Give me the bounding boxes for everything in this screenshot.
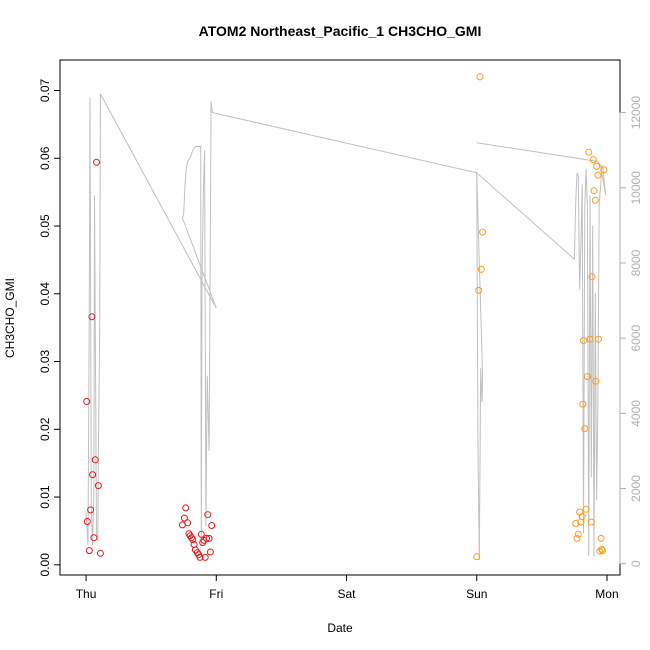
data-point (206, 548, 214, 556)
data-point (88, 313, 96, 321)
y-right-tick-label: 12000 (629, 96, 643, 130)
y-right-tick-label: 0 (629, 560, 643, 567)
data-point (189, 536, 197, 544)
data-point (201, 553, 209, 561)
data-point (589, 156, 597, 164)
data-point (579, 400, 587, 408)
data-point (203, 534, 210, 542)
data-point (85, 547, 93, 555)
data-point (574, 530, 582, 538)
data-point (598, 547, 606, 555)
data-point (580, 337, 587, 344)
data-point (590, 187, 598, 195)
y-right-tick-label: 4000 (629, 400, 643, 427)
data-point (582, 505, 590, 513)
y-tick-label: 0.05 (38, 214, 52, 238)
data-point (208, 522, 216, 529)
data-point (89, 471, 97, 479)
data-point (593, 162, 601, 170)
data-point (595, 335, 602, 343)
y-right-tick-label: 10000 (629, 171, 643, 205)
y-axis-label: CH3CHO_GMI (3, 278, 17, 358)
y-tick-label: 0.03 (38, 349, 52, 373)
data-point (204, 511, 212, 519)
data-point (592, 377, 600, 385)
x-tick-label: Fri (209, 587, 223, 601)
x-axis-label: Date (327, 621, 353, 635)
x-tick-label: Sun (466, 587, 487, 601)
data-point (475, 286, 483, 294)
data-point (94, 482, 102, 490)
data-point (479, 228, 487, 236)
data-point (96, 549, 104, 557)
chart-title: ATOM2 Northeast_Pacific_1 CH3CHO_GMI (199, 23, 482, 39)
axes-layer: Thu Fri Sat Sun Mon 0.00 0.01 0.02 0.03 0.04 0.05 0… (38, 78, 643, 601)
x-tick-label: Sat (338, 587, 357, 601)
data-point (573, 534, 581, 542)
y-right-tick-label: 2000 (629, 475, 643, 502)
y-tick-label: 0.00 (38, 553, 52, 577)
y-right-tick-label: 8000 (629, 249, 643, 276)
y-tick-label: 0.01 (38, 485, 52, 509)
data-point (581, 425, 589, 433)
y-right-tick-label: 6000 (629, 325, 643, 352)
data-point (476, 73, 484, 81)
y-tick-label: 0.04 (38, 282, 52, 306)
data-point (583, 373, 591, 380)
data-point (578, 513, 586, 521)
y-tick-label: 0.07 (38, 78, 52, 102)
data-point (594, 171, 602, 179)
data-point (180, 514, 188, 522)
data-point (83, 518, 91, 525)
y-tick-label: 0.06 (38, 146, 52, 170)
y-tick-label: 0.02 (38, 417, 52, 441)
data-point (473, 553, 481, 561)
data-point (587, 518, 595, 526)
data-point (93, 158, 100, 166)
points-layer (83, 73, 608, 561)
data-point (586, 335, 594, 343)
data-point (591, 196, 599, 204)
altitude-series-line (85, 93, 607, 561)
data-point (600, 166, 608, 174)
data-point (588, 273, 596, 281)
data-point (196, 553, 204, 561)
data-point (205, 534, 213, 542)
data-point (184, 519, 192, 527)
data-point (597, 534, 605, 542)
data-point (585, 148, 593, 156)
data-point (572, 520, 580, 527)
x-tick-label: Thu (76, 587, 97, 601)
x-tick-label: Mon (595, 587, 618, 601)
data-point (477, 265, 485, 273)
data-point (87, 506, 95, 514)
altitude-line-layer (85, 93, 607, 561)
data-point (83, 398, 91, 405)
data-point (182, 504, 190, 512)
data-point (90, 534, 98, 542)
data-point (91, 456, 99, 464)
data-point (197, 530, 205, 538)
